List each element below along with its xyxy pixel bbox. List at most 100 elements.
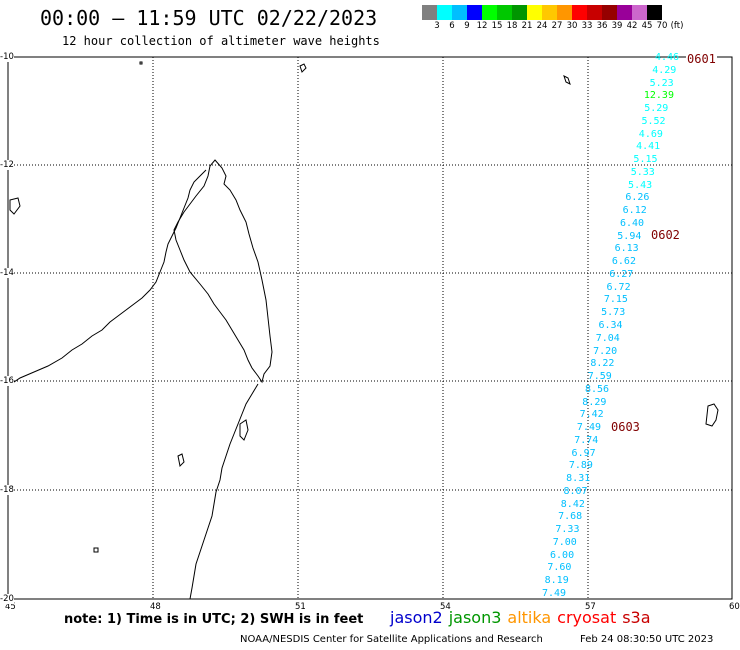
swh-value: 6.26 — [625, 192, 650, 204]
swh-value: 8.29 — [582, 396, 607, 408]
islet-2 — [177, 453, 185, 468]
swh-value: 7.42 — [579, 409, 604, 421]
lon-label: 57 — [585, 602, 596, 612]
swh-value: 5.15 — [633, 154, 658, 166]
lon-label: 60 — [729, 602, 740, 612]
swh-value: 5.43 — [628, 179, 653, 191]
swh-value: 6.72 — [606, 281, 631, 293]
coastlines — [7, 61, 719, 600]
colorbar-swatch — [602, 5, 617, 20]
time-mark-0602: 0602 — [650, 228, 681, 242]
satellite-legend: jason2 jason3 altika cryosat s3a — [390, 608, 657, 627]
lon-label: 45 — [5, 602, 16, 612]
swh-value: 7.60 — [547, 562, 572, 574]
colorbar-swatch — [617, 5, 632, 20]
swh-value: 6.00 — [550, 549, 575, 561]
swh-value: 7.59 — [587, 371, 612, 383]
colorbar-label: 6 — [449, 21, 455, 31]
colorbar-label: 30 — [566, 21, 578, 31]
colorbar-label: 27 — [551, 21, 563, 31]
colorbar-swatch — [527, 5, 542, 20]
swh-value: 8.42 — [560, 498, 585, 510]
island-left — [9, 197, 21, 215]
swh-value: 4.29 — [652, 64, 677, 76]
swh-value: 6.27 — [609, 268, 634, 280]
lon-label: 48 — [150, 602, 161, 612]
swh-value: 6.12 — [622, 205, 647, 217]
islet-1 — [299, 63, 307, 73]
swh-value: 7.04 — [595, 332, 620, 344]
colorbar-swatch — [542, 5, 557, 20]
swh-value: 4.69 — [638, 128, 663, 140]
note-text: note: 1) Time is in UTC; 2) SWH is in fe… — [64, 612, 364, 627]
swh-value: 12.39 — [643, 90, 674, 102]
swh-value: 5.94 — [617, 230, 642, 242]
island-ne — [705, 403, 719, 427]
swh-value: 8.07 — [563, 485, 588, 497]
swh-value: 5.73 — [601, 307, 626, 319]
swh-value: 7.49 — [541, 588, 567, 599]
swh-value: 4.41 — [636, 141, 661, 153]
swh-value: 5.23 — [649, 77, 674, 89]
swh-value: 7.33 — [555, 524, 580, 536]
colorbar — [422, 5, 662, 20]
swh-value: 6.62 — [611, 256, 636, 268]
mozambique-coast — [189, 383, 259, 600]
colorbar-label: 39 — [611, 21, 623, 31]
colorbar-label: 12 — [476, 21, 488, 31]
swh-value: 8.22 — [590, 358, 615, 370]
swh-value: 7.20 — [593, 345, 618, 357]
lon-label: 54 — [440, 602, 451, 612]
map-subtitle: 12 hour collection of altimeter wave hei… — [62, 34, 380, 48]
swh-value: 6.40 — [619, 217, 645, 229]
colorbar-label: 42 — [626, 21, 638, 31]
legend-altika: altika — [507, 608, 552, 627]
island-e — [563, 75, 571, 85]
swh-value: 5.29 — [644, 103, 669, 115]
colorbar-label: 21 — [521, 21, 533, 31]
swh-value: 6.97 — [571, 447, 596, 459]
swh-value: 4.46 — [654, 52, 680, 63]
island-small — [239, 419, 249, 441]
swh-value: 7.49 — [576, 422, 602, 434]
swh-value: 7.00 — [552, 536, 577, 548]
lat-label: -12 — [0, 160, 14, 170]
credit-timestamp: Feb 24 08:30:50 UTC 2023 — [580, 634, 714, 645]
swh-value: 8.19 — [544, 575, 569, 587]
legend-jason2: jason2 — [390, 608, 443, 627]
swh-value: 8.31 — [566, 473, 591, 485]
colorbar-label: 45 — [641, 21, 653, 31]
legend-jason3: jason3 — [448, 608, 502, 627]
swh-value: 7.74 — [574, 434, 599, 446]
colorbar-swatch — [512, 5, 527, 20]
colorbar-label: 24 — [536, 21, 548, 31]
legend-cryosat: cryosat — [557, 608, 617, 627]
colorbar-label: 33 — [581, 21, 593, 31]
swh-value: 7.89 — [568, 460, 593, 472]
swh-value: 6.13 — [614, 243, 639, 255]
colorbar-swatch — [632, 5, 647, 20]
colorbar-labels: 3 6 9 12 15 18 21 24 27 30 33 36 39 42 45 70 (ft) — [422, 21, 740, 33]
lat-label: -10 — [0, 52, 14, 62]
colorbar-swatch — [647, 5, 662, 20]
colorbar-swatch — [437, 5, 452, 20]
colorbar-label: (ft) — [670, 21, 684, 31]
islet-3 — [93, 547, 99, 553]
time-mark-0601: 0601 — [686, 52, 717, 66]
colorbar-label: 70 — [656, 21, 668, 31]
lat-label: -14 — [0, 268, 14, 278]
time-mark-0603: 0603 — [610, 420, 641, 434]
lat-label: -20 — [0, 594, 14, 604]
swh-value: 5.33 — [630, 166, 655, 178]
swh-value: 6.34 — [598, 320, 623, 331]
colorbar-label: 3 — [434, 21, 440, 31]
swh-value: 5.52 — [641, 115, 666, 127]
lat-label: -18 — [0, 485, 14, 495]
colorbar-swatch — [497, 5, 512, 20]
colorbar-swatch — [557, 5, 572, 20]
legend-s3a: s3a — [622, 608, 651, 627]
colorbar-label: 18 — [506, 21, 518, 31]
swh-value: 8.56 — [585, 383, 610, 395]
map-title: 00:00 – 11:59 UTC 02/22/2023 — [40, 6, 378, 30]
lat-label: -16 — [0, 376, 14, 386]
